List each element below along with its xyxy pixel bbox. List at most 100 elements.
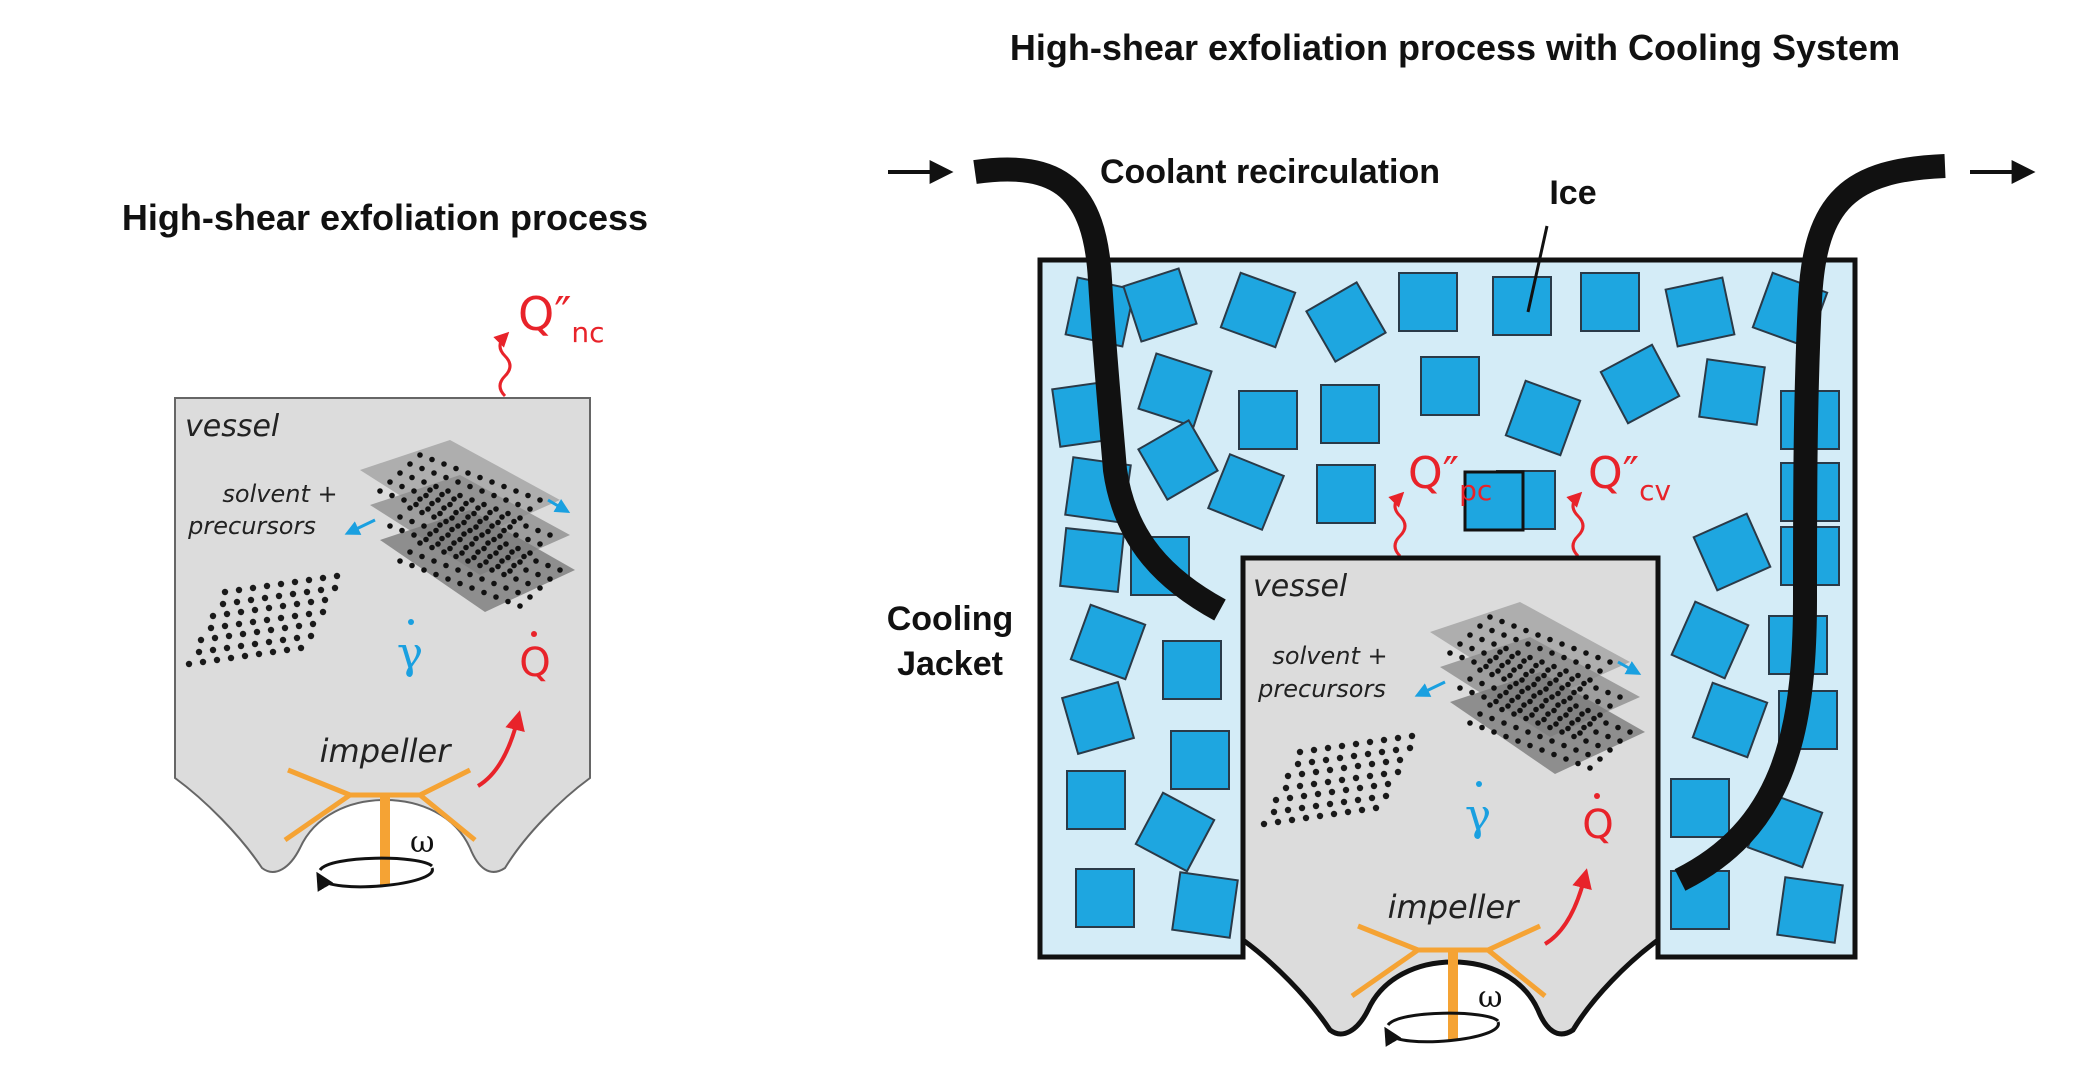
sheet-dot <box>1561 742 1567 749</box>
sheet-dot <box>517 559 523 565</box>
precursor-dot <box>233 598 241 606</box>
sheet-dot <box>489 567 495 573</box>
sheet-dot <box>545 562 551 569</box>
sheet-dot <box>1607 703 1613 709</box>
precursor-dot <box>289 590 297 598</box>
precursor-dot <box>283 646 291 654</box>
sheet-dot <box>485 540 491 546</box>
sheet-dot <box>1533 662 1539 669</box>
sheet-dot <box>399 527 405 534</box>
precursor-dot <box>319 574 327 582</box>
sheet-dot <box>1555 702 1561 708</box>
sheet-dot <box>1593 729 1599 735</box>
sheet-dot <box>491 580 497 587</box>
precursor-dot <box>251 606 259 614</box>
precursor-dot <box>1294 760 1302 768</box>
left-precursor-flake <box>185 572 341 668</box>
precursor-dot <box>1330 810 1338 818</box>
sheet-dot <box>377 488 383 494</box>
sheet-dot <box>411 488 417 494</box>
sheet-dot <box>1519 677 1525 683</box>
ice-cube <box>1069 603 1147 681</box>
ice-cube <box>1599 343 1681 425</box>
ice-cube <box>1170 730 1230 790</box>
sheet-dot <box>409 562 415 569</box>
left-shear-rate-dot <box>408 619 414 625</box>
precursor-dot <box>1352 774 1360 782</box>
sheet-dot <box>1587 765 1593 771</box>
sheet-dot <box>397 470 403 476</box>
sheet-dot <box>1513 680 1519 687</box>
sheet-dot <box>525 580 531 587</box>
sheet-dot <box>1595 654 1601 661</box>
precursor-dot <box>1344 808 1352 816</box>
sheet-dot <box>455 523 461 529</box>
ice-pointer-line <box>1526 225 1549 313</box>
ice-cube <box>1580 272 1640 332</box>
sheet-dot <box>1501 632 1507 638</box>
precursor-dot <box>295 622 303 630</box>
coolant-pipe-inlet <box>973 157 1226 621</box>
precursor-dot <box>237 608 245 616</box>
sheet-dot <box>493 506 499 512</box>
sheet-dot <box>417 540 423 546</box>
sheet-dot <box>1521 658 1527 664</box>
precursor-dot <box>1296 748 1304 756</box>
ice-cube <box>1122 267 1198 343</box>
sheet-dot <box>505 510 511 517</box>
left-rotation-arc <box>318 856 434 872</box>
sheet-dot <box>387 479 393 485</box>
precursor-dot <box>1368 794 1376 802</box>
sheet-dot <box>1543 686 1549 692</box>
sheet-dot <box>1547 680 1553 687</box>
ice-cube <box>1066 770 1126 830</box>
sheet-dot <box>1539 747 1545 753</box>
sheet-dot <box>421 567 427 573</box>
sheet-dot <box>499 558 505 564</box>
sheet-dot <box>527 594 533 600</box>
sheet-dot <box>447 545 453 552</box>
left-heat-gen-dot <box>531 631 537 637</box>
precursor-dot <box>307 632 315 640</box>
sheet-dot <box>465 514 471 520</box>
ice-cube <box>1320 384 1380 444</box>
left-shear-arrow-right <box>547 498 571 514</box>
sheet-dot <box>1573 659 1579 665</box>
sheet-dot <box>547 576 553 582</box>
sheet-dot <box>421 523 427 529</box>
right-precursor-flake <box>1260 732 1416 828</box>
sheet-dot <box>501 483 507 490</box>
sheet-dot <box>491 492 497 499</box>
sheet-dot <box>1529 712 1535 718</box>
sheet-dot <box>495 563 501 570</box>
right-impeller-label: impeller <box>1388 888 1521 926</box>
sheet-dot <box>1575 760 1581 767</box>
right-title: High-shear exfoliation process with Cool… <box>1010 27 1900 68</box>
sheet-dot <box>481 545 487 552</box>
sheet-dot <box>1569 676 1575 682</box>
sheet-dot <box>507 568 513 574</box>
sheet-dot <box>467 571 473 578</box>
sheet-dot <box>451 540 457 546</box>
sheet-dot <box>459 506 465 512</box>
sheet-dot <box>445 576 451 582</box>
precursor-dot <box>221 622 229 630</box>
precursor-dot <box>1322 756 1330 764</box>
precursor-dot <box>1310 780 1318 788</box>
left-vessel-label: vessel <box>185 409 280 444</box>
sheet-dot <box>1535 720 1541 726</box>
ice-cube <box>1463 470 1525 532</box>
sheet-dot <box>1559 729 1565 735</box>
sheet-dot <box>427 487 433 493</box>
sheet-dot <box>473 535 479 542</box>
precursor-dot <box>1394 768 1402 776</box>
sheet-dot <box>453 465 459 472</box>
sheet-dot <box>455 479 461 485</box>
sheet-dot <box>439 535 445 542</box>
sheet-dot <box>523 523 529 529</box>
precursor-dot <box>1392 746 1400 754</box>
sheet-dot <box>431 514 437 520</box>
flux-pc-label: Q″pc <box>1408 448 1492 507</box>
sheet-dot <box>1487 658 1493 664</box>
sheet-dot <box>1617 738 1623 744</box>
